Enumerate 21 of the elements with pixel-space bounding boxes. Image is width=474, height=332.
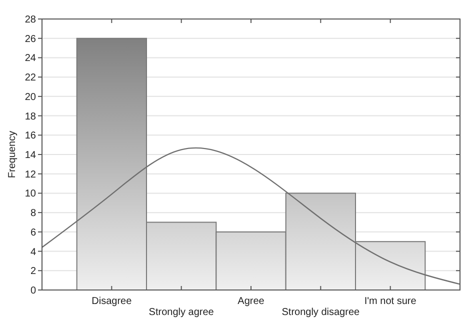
x-tick-label: I'm not sure [364, 296, 417, 307]
y-tick-label: 18 [24, 111, 36, 122]
y-tick-label: 28 [24, 14, 36, 26]
y-tick-label: 20 [24, 92, 36, 103]
y-tick-label: 6 [30, 227, 36, 238]
y-axis-title: Frequency [7, 130, 18, 178]
x-tick-label: Strongly disagree [282, 307, 360, 318]
x-tick-label: Strongly agree [148, 307, 214, 318]
y-tick-label: 16 [24, 130, 36, 142]
y-tick-label: 24 [24, 53, 36, 64]
y-tick-label: 12 [24, 169, 36, 180]
y-tick-label: 22 [24, 72, 36, 84]
y-tick-label: 26 [24, 34, 36, 45]
y-tick-label: 4 [30, 246, 36, 258]
x-tick-label: Agree [238, 296, 265, 307]
y-tick-label: 8 [30, 208, 36, 220]
y-tick-label: 14 [24, 150, 36, 161]
y-tick-label: 2 [30, 266, 36, 278]
y-tick-label: 10 [24, 188, 36, 200]
y-tick-label: 0 [30, 286, 36, 296]
x-tick-label: Disagree [92, 296, 132, 307]
